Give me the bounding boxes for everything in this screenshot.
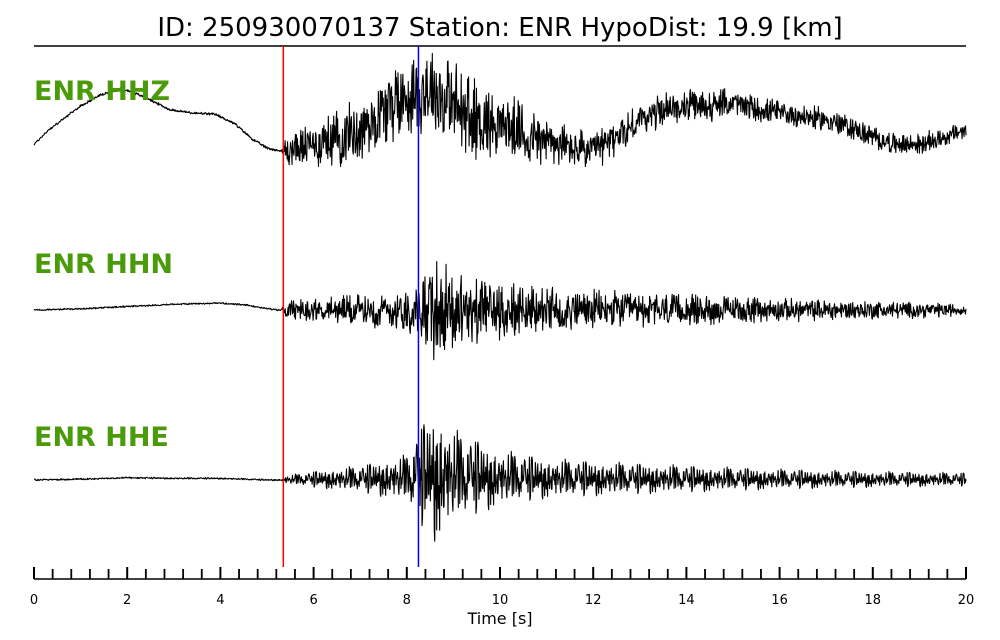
x-tick-label: 6: [309, 593, 317, 608]
channel-labels: ENR HHZ ENR HHN ENR HHE: [34, 76, 173, 453]
x-tick-label: 8: [403, 593, 411, 608]
x-tick-label: 10: [492, 593, 509, 608]
x-tick-label: 18: [865, 593, 882, 608]
x-tick-label: 14: [678, 593, 695, 608]
x-tick-label: 2: [123, 593, 131, 608]
x-axis-label: Time [s]: [466, 609, 532, 628]
channel-label-enr-hhn: ENR HHN: [34, 249, 173, 280]
channel-label-enr-hhz: ENR HHZ: [34, 76, 170, 107]
channel-label-enr-hhe: ENR HHE: [34, 422, 169, 453]
x-tick-label: 20: [958, 593, 975, 608]
time-axis: 0 2 4 6 8 10 12 14 16 18 20: [30, 567, 974, 608]
trace-enr-hhn: [33, 260, 967, 361]
figure-title: ID: 250930070137 Station: ENR HypoDist: …: [157, 13, 842, 43]
trace-enr-hhz: [33, 52, 967, 168]
x-tick-label: 12: [585, 593, 602, 608]
x-tick-label: 4: [216, 593, 224, 608]
x-tick-label: 0: [30, 593, 38, 608]
x-tick-label: 16: [771, 593, 788, 608]
trace-enr-hhe: [33, 424, 967, 542]
phase-markers: [282, 46, 420, 567]
traces-group: [33, 52, 967, 542]
